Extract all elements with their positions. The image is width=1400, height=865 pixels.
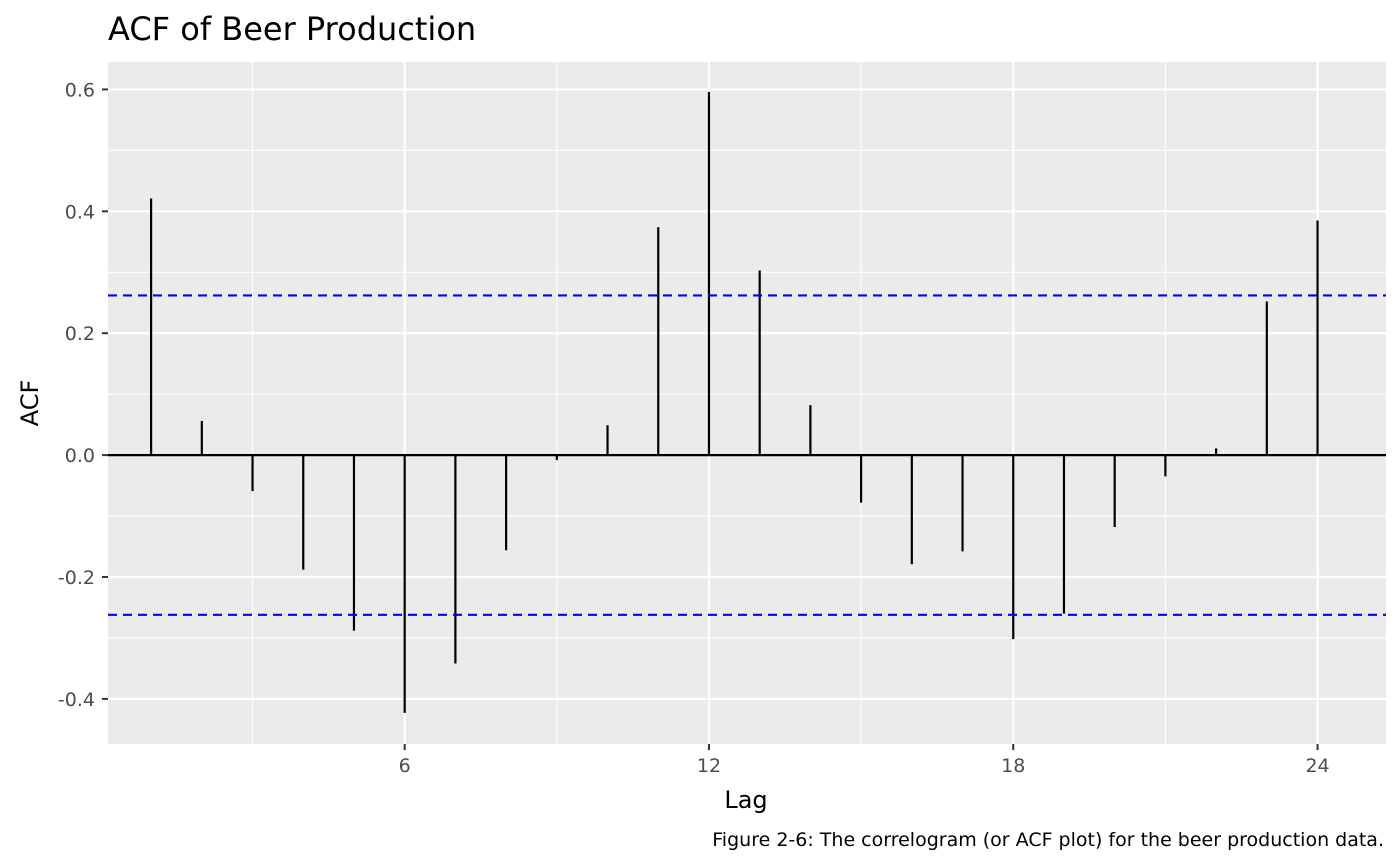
x-tick-label: 12 [697, 755, 721, 777]
acf-segments [150, 91, 1319, 713]
x-tick-label: 18 [1001, 755, 1025, 777]
chart-title: ACF of Beer Production [108, 10, 476, 48]
x-axis-title: Lag [724, 786, 767, 814]
minor-gridlines [108, 62, 1386, 744]
y-tick-label: 0.6 [65, 79, 95, 101]
plot-panel [108, 62, 1386, 744]
y-tick-label: 0.0 [65, 445, 95, 467]
y-tick-label: 0.4 [65, 201, 95, 223]
confidence-bounds [108, 294, 1386, 616]
x-axis-ticks: 6 12 18 24 [399, 744, 1330, 777]
y-tick-label: -0.2 [58, 567, 95, 589]
y-tick-label: 0.2 [65, 323, 95, 345]
y-axis-title: ACF [16, 380, 44, 427]
x-tick-label: 24 [1305, 755, 1329, 777]
y-axis-ticks: -0.4 -0.2 0.0 0.2 0.4 0.6 [58, 79, 108, 711]
figure-caption: Figure 2-6: The correlogram (or ACF plot… [712, 829, 1384, 851]
y-tick-label: -0.4 [58, 689, 95, 711]
x-tick-label: 6 [399, 755, 411, 777]
